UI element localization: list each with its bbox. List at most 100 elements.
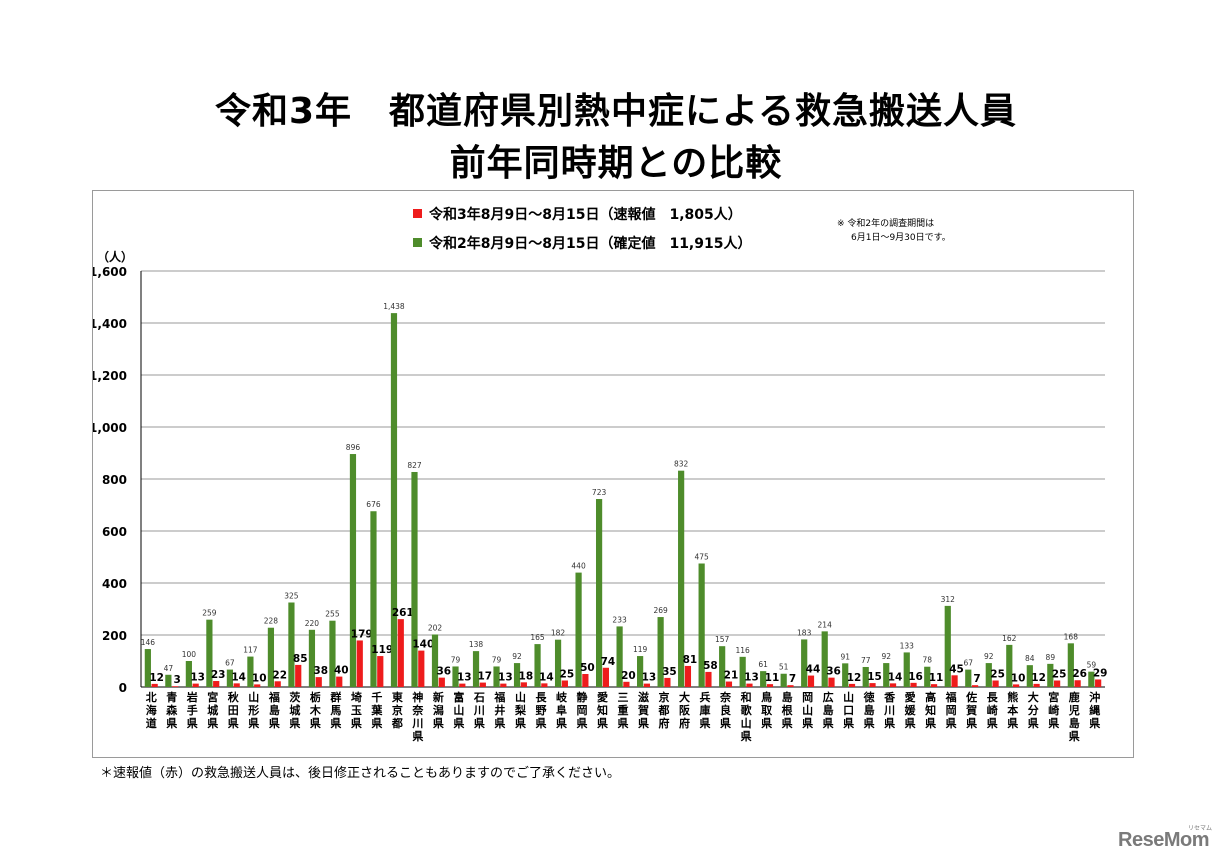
- bar-2021: [213, 681, 220, 687]
- data-label-2021: 17: [478, 671, 493, 683]
- bar-2021: [479, 682, 486, 687]
- data-label-2020: 440: [571, 562, 586, 571]
- x-tick-label: 岩手県: [186, 690, 198, 730]
- data-label-2021: 38: [313, 665, 328, 677]
- bar-2021: [541, 683, 548, 687]
- bar-2020: [821, 631, 828, 687]
- x-tick-label: 長野県: [535, 691, 547, 730]
- bar-2021: [233, 683, 240, 687]
- data-label-2020: 77: [861, 656, 871, 665]
- bar-2021: [828, 677, 835, 687]
- x-tick-label: 岐阜県: [556, 690, 568, 730]
- bar-2020: [678, 470, 685, 687]
- data-label-2020: 676: [366, 500, 381, 509]
- data-label-2021: 3: [174, 674, 181, 686]
- y-tick-label: 1,400: [93, 317, 127, 331]
- x-tick-label: 福井県: [493, 690, 505, 730]
- data-label-2020: 92: [512, 652, 522, 661]
- x-tick-label: 山梨県: [514, 690, 527, 730]
- bar-2021: [192, 683, 199, 687]
- bar-2020: [739, 656, 746, 687]
- bar-2021: [274, 681, 281, 687]
- data-label-2020: 312: [941, 595, 956, 604]
- x-tick-label: 和歌山県: [741, 690, 753, 743]
- bar-2021: [869, 683, 876, 687]
- data-label-2020: 146: [141, 638, 156, 647]
- x-tick-label: 新潟県: [433, 690, 444, 730]
- data-label-2021: 45: [949, 663, 964, 675]
- data-label-2020: 228: [264, 617, 279, 626]
- x-tick-label: 大阪府: [679, 690, 691, 730]
- resemom-logo: ReseMom: [1118, 829, 1209, 851]
- bar-2021: [1074, 680, 1081, 687]
- plot-area: 02004006008001,0001,2001,4001,600（人）1461…: [93, 249, 1107, 743]
- x-tick-label: 福岡県: [945, 690, 957, 730]
- bar-2021: [418, 650, 425, 687]
- x-tick-label: 佐賀県: [965, 690, 977, 730]
- data-label-2021: 50: [580, 662, 595, 674]
- y-tick-label: 600: [102, 525, 127, 539]
- bar-2020: [1026, 665, 1033, 687]
- bar-2021: [807, 675, 815, 687]
- data-label-2021: 44: [806, 664, 821, 676]
- x-tick-label: 静岡県: [576, 690, 587, 730]
- bar-2020: [411, 471, 418, 687]
- x-tick-label: 鳥取県: [761, 690, 772, 730]
- data-label-2020: 475: [694, 553, 709, 562]
- data-label-2021: 179: [351, 628, 373, 640]
- bar-2020: [985, 663, 992, 687]
- data-label-2020: 832: [674, 460, 689, 469]
- data-label-2021: 11: [929, 672, 944, 684]
- data-label-2021: 26: [1072, 668, 1087, 680]
- data-label-2020: 255: [325, 610, 340, 619]
- data-label-2021: 23: [211, 669, 226, 681]
- footnote: ＊速報値（赤）の救急搬送人員は、後日修正されることもありますのでご了承ください。: [100, 766, 621, 781]
- bar-2020: [267, 627, 275, 687]
- data-label-2020: 183: [797, 628, 812, 637]
- data-label-2021: 13: [498, 672, 513, 684]
- data-label-2020: 78: [922, 656, 932, 665]
- x-tick-label: 岡山県: [802, 691, 813, 730]
- x-tick-label: 三重県: [618, 691, 629, 730]
- data-label-2021: 35: [662, 666, 677, 678]
- x-tick-label: 愛媛県: [904, 690, 917, 730]
- bar-2020: [698, 563, 705, 687]
- legend-swatch-current: [413, 209, 422, 218]
- data-label-2021: 21: [724, 670, 739, 682]
- x-tick-label: 山形県: [248, 690, 259, 730]
- data-label-2020: 79: [492, 655, 502, 664]
- data-label-2020: 162: [1002, 634, 1017, 643]
- bar-2021: [1013, 684, 1020, 687]
- bar-2021: [1095, 679, 1102, 687]
- data-label-2020: 92: [984, 652, 994, 661]
- legend-label-current: 令和3年8月9日～8月15日（速報値 1,805人）: [428, 206, 742, 223]
- data-label-2021: 36: [436, 666, 451, 678]
- data-label-2021: 14: [231, 671, 246, 683]
- bar-2021: [1033, 683, 1040, 687]
- data-label-2020: 165: [530, 633, 545, 642]
- data-label-2020: 325: [284, 592, 299, 601]
- bar-2020: [247, 656, 254, 687]
- legend-label-previous: 令和2年8月9日～8月15日（確定値 11,915人）: [428, 235, 751, 252]
- data-label-2021: 25: [560, 669, 575, 681]
- x-tick-label: 東京都: [391, 690, 404, 730]
- data-label-2021: 261: [392, 607, 414, 619]
- x-tick-label: 北海道: [146, 690, 157, 730]
- bar-2021: [643, 683, 651, 687]
- data-label-2021: 40: [334, 665, 349, 677]
- bar-2021: [151, 683, 158, 687]
- bar-2020: [226, 669, 233, 687]
- data-label-2021: 140: [412, 639, 434, 651]
- bar-2020: [924, 666, 931, 687]
- data-label-2021: 14: [888, 671, 903, 683]
- y-tick-label: 800: [102, 473, 127, 487]
- bar-2020: [965, 669, 972, 687]
- y-axis-unit: （人）: [97, 249, 133, 264]
- x-tick-label: 鹿児島県: [1068, 690, 1080, 743]
- data-label-2020: 157: [715, 635, 730, 644]
- x-tick-label: 長崎県: [987, 691, 999, 730]
- data-label-2021: 119: [371, 644, 393, 656]
- x-tick-label: 大分県: [1028, 690, 1039, 730]
- data-label-2020: 59: [1087, 661, 1097, 670]
- data-label-2020: 117: [243, 646, 258, 655]
